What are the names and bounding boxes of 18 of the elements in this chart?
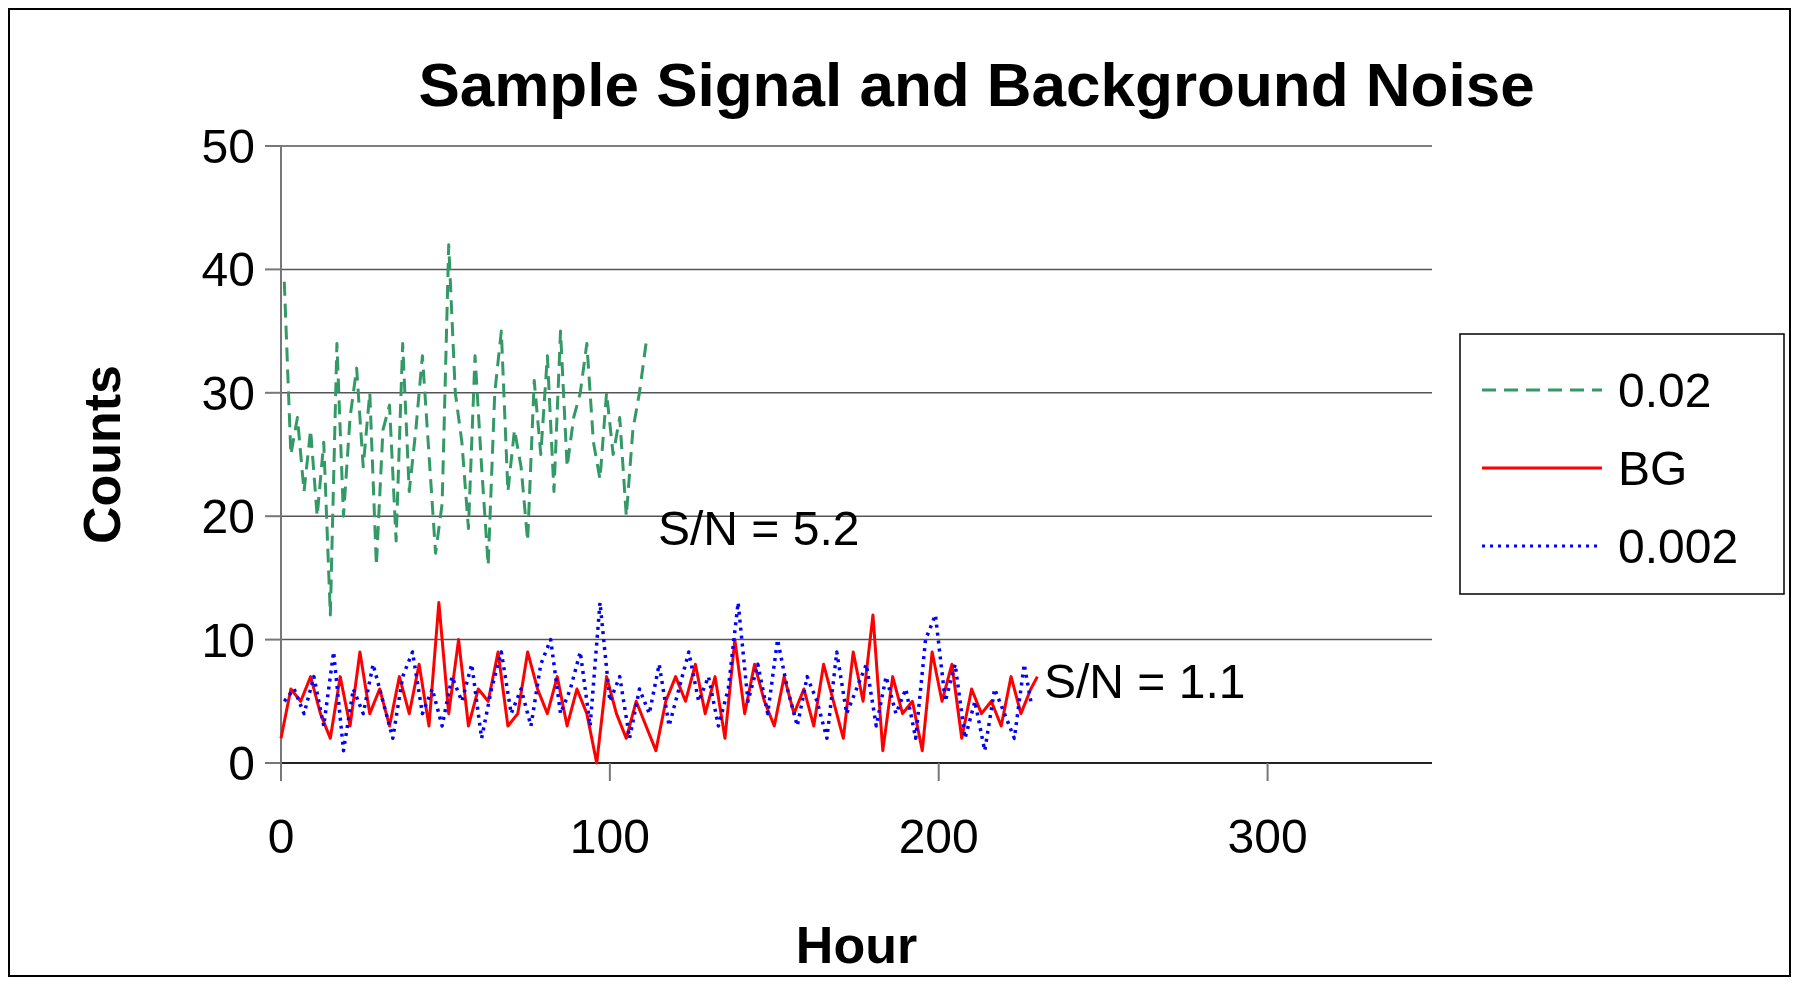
y-tick-label: 10: [201, 613, 255, 667]
y-tick-label: 40: [201, 243, 255, 297]
legend-label: 0.002: [1618, 520, 1739, 573]
x-axis-title: Hour: [795, 916, 918, 974]
y-tick-label: 0: [228, 737, 255, 790]
annotation: S/N = 1.1: [1044, 655, 1246, 708]
x-tick-label: 200: [898, 810, 979, 863]
chart-title: Sample Signal and Background Noise: [418, 50, 1535, 119]
x-tick-label: 0: [267, 810, 295, 863]
y-tick-label: 20: [201, 490, 255, 544]
x-tick-label: 100: [569, 810, 650, 863]
legend-label: 0.02: [1618, 364, 1712, 417]
y-axis-title: Counts: [73, 364, 131, 545]
y-tick-label: 50: [201, 120, 255, 173]
annotation: S/N = 5.2: [658, 502, 860, 555]
x-tick-label: 300: [1227, 810, 1308, 863]
legend-label: BG: [1618, 442, 1688, 495]
y-tick-label: 30: [201, 366, 255, 420]
